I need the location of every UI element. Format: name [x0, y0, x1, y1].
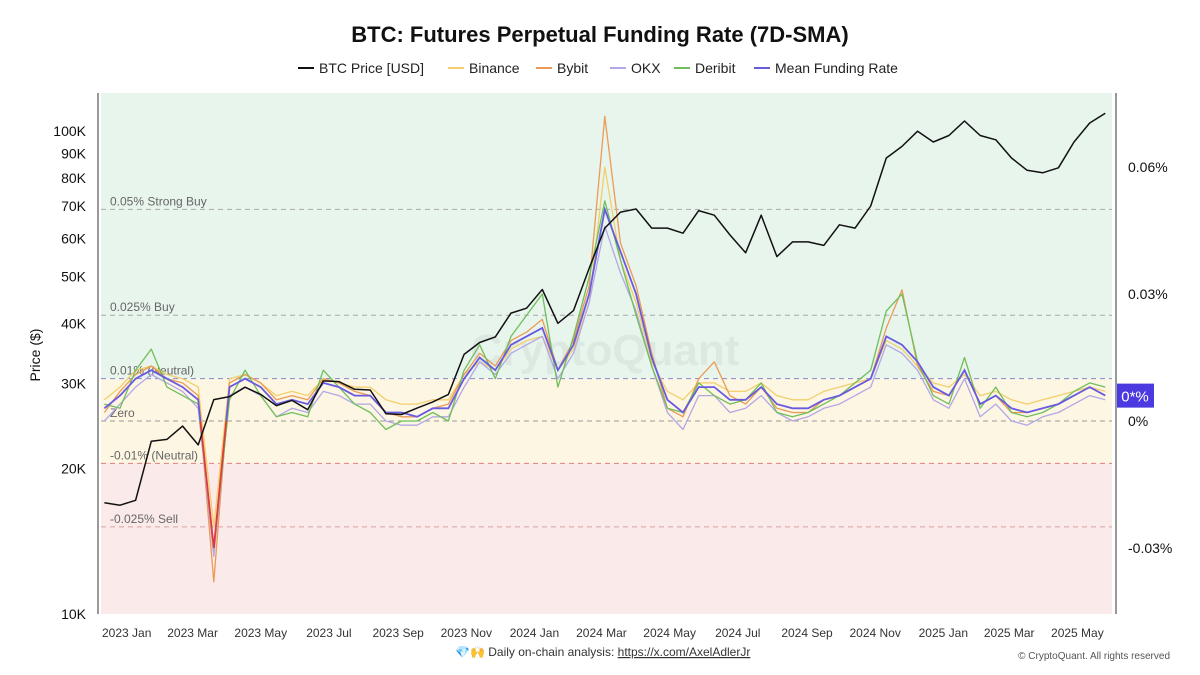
- left-tick-label: 80K: [61, 170, 87, 186]
- series-btc-price-usd-line: [104, 112, 1106, 506]
- right-tick-label: 0%: [1128, 413, 1148, 429]
- series-bybit-line: [103, 115, 1106, 583]
- x-tick-label: 2023 May: [234, 626, 287, 640]
- legend-item: BTC Price [USD]: [319, 60, 424, 76]
- footer-link[interactable]: https://x.com/AxelAdlerJr: [618, 645, 751, 659]
- x-tick-label: 2023 Jan: [102, 626, 151, 640]
- x-tick-label: 2024 Jan: [510, 626, 559, 640]
- left-tick-label: 60K: [61, 230, 87, 246]
- level-label: 0.05% Strong Buy: [110, 194, 207, 208]
- chart-title: BTC: Futures Perpetual Funding Rate (7D-…: [351, 22, 848, 47]
- legend: BTC Price [USD] Binance Bybit OKX Deribit Mea…: [298, 60, 898, 76]
- x-tick-label: 2025 Mar: [984, 626, 1035, 640]
- x-tick-label: 2025 Jan: [919, 626, 968, 640]
- legend-item: Deribit: [695, 60, 736, 76]
- footer-emoji: 💎🙌: [455, 645, 485, 659]
- left-tick-label: 30K: [61, 376, 87, 392]
- level-label: 0.025% Buy: [110, 300, 175, 314]
- right-tick-label: -0.03%: [1128, 540, 1172, 556]
- x-tick-label: 2024 Mar: [576, 626, 627, 640]
- x-tick-label: 2023 Nov: [441, 626, 492, 640]
- x-tick-label: 2023 Mar: [167, 626, 218, 640]
- level-label: -0.01% (Neutral): [110, 448, 198, 462]
- left-tick-label: 20K: [61, 461, 87, 477]
- level-label: -0.025% Sell: [110, 512, 178, 526]
- current-value-label: 0*%: [1121, 389, 1149, 406]
- x-tick-label: 2023 Sep: [372, 626, 424, 640]
- legend-item: Binance: [469, 60, 520, 76]
- left-tick-label: 50K: [61, 269, 87, 285]
- legend-item: Bybit: [557, 60, 588, 76]
- x-tick-label: 2024 May: [643, 626, 696, 640]
- footer-text: Daily on-chain analysis:: [488, 645, 614, 659]
- x-tick-label: 2024 Jul: [715, 626, 760, 640]
- left-tick-label: 90K: [61, 145, 87, 161]
- watermark: CryptoQuant: [471, 326, 740, 375]
- left-axis-label: Price ($): [27, 329, 43, 382]
- series-binance-line: [103, 166, 1106, 528]
- zone-bullish: [101, 93, 1112, 379]
- current-value-badge: [1117, 383, 1154, 408]
- left-tick-label: 100K: [53, 123, 86, 139]
- right-tick-label: 0.06%: [1128, 159, 1168, 175]
- left-tick-label: 70K: [61, 198, 87, 214]
- footer: 💎🙌 Daily on-chain analysis: https://x.co…: [455, 645, 1170, 662]
- axes: 10K 20K 30K 40K 50K 60K 70K 80K 90K 100K 0.06% 0.03…: [53, 93, 1172, 640]
- legend-item: Mean Funding Rate: [775, 60, 898, 76]
- x-tick-label: 2024 Sep: [781, 626, 833, 640]
- left-tick-label: 10K: [61, 606, 87, 622]
- series-mean-funding-rate-line: [103, 206, 1106, 422]
- x-tick-label: 2023 Jul: [306, 626, 351, 640]
- series-deribit-line: [104, 200, 1106, 549]
- zone-bearish: [101, 463, 1112, 614]
- left-tick-label: 40K: [61, 315, 87, 331]
- level-label: Zero: [110, 406, 135, 420]
- legend-item: OKX: [631, 60, 661, 76]
- right-tick-label: 0.03%: [1128, 286, 1168, 302]
- svg-text:💎🙌 Daily on-chain analysis:: 💎🙌 Daily on-chain analysis: https://x.co…: [455, 645, 750, 659]
- x-tick-label: 2024 Nov: [849, 626, 900, 640]
- series-lines: [103, 112, 1106, 583]
- copyright: © CryptoQuant. All rights reserved: [1018, 651, 1170, 662]
- x-tick-label: 2025 May: [1051, 626, 1104, 640]
